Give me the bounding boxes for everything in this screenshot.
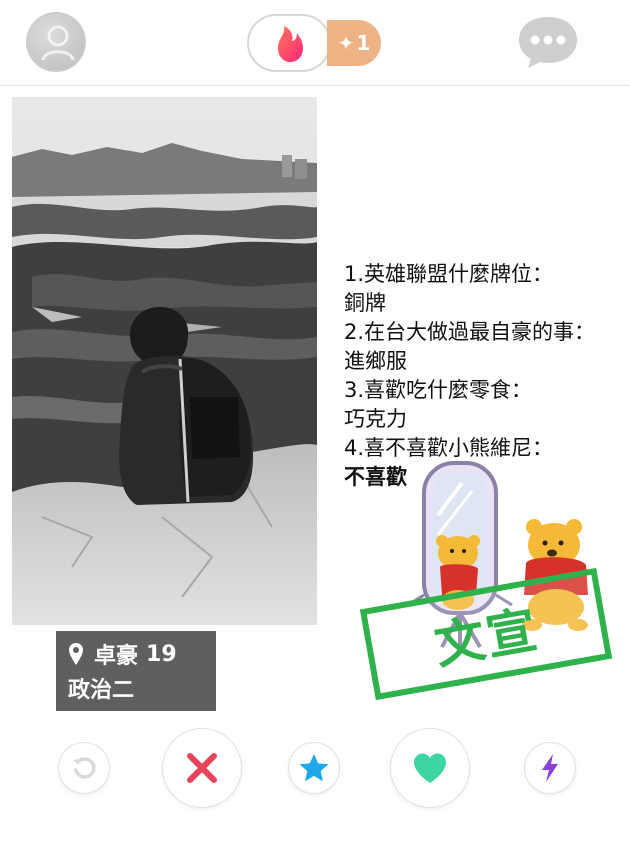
messages-button[interactable] — [516, 13, 580, 71]
bio-question-4: 4.喜不喜歡小熊維尼： — [344, 436, 554, 460]
super-like-button[interactable] — [288, 742, 340, 794]
subtitle-row: 政治二 — [68, 671, 216, 705]
heart-icon — [414, 753, 446, 783]
profile-name: 卓豪 — [94, 644, 139, 669]
bio-answer-2: 進鄉服 — [344, 349, 407, 373]
name-row: 卓豪 19 — [68, 637, 216, 671]
stamp-text: 文宣 — [430, 600, 543, 676]
photo-scene — [12, 97, 317, 625]
profile-button[interactable] — [26, 12, 86, 72]
x-icon — [187, 753, 217, 783]
home-logo-button[interactable] — [247, 14, 331, 72]
profile-icon — [41, 25, 75, 61]
lightning-icon — [542, 754, 558, 782]
rewind-icon — [73, 757, 96, 779]
bio-question-1: 1.英雄聯盟什麼牌位： — [344, 262, 554, 286]
top-bar: ✦ 1 — [0, 0, 630, 86]
bio-question-3: 3.喜歡吃什麼零食： — [344, 378, 533, 402]
bio-answer-1: 銅牌 — [344, 291, 386, 315]
rewind-button[interactable] — [58, 742, 110, 794]
action-bar — [0, 718, 630, 818]
nope-button[interactable] — [162, 728, 242, 808]
sparkle-icon: ✦ — [337, 31, 355, 55]
profile-age: 19 — [146, 641, 177, 667]
like-button[interactable] — [390, 728, 470, 808]
stamp-badge: 文宣 — [359, 567, 613, 701]
pooh-mirror-illustration — [407, 461, 588, 649]
bio-answer-4: 不喜歡 — [344, 465, 407, 489]
boost-count: 1 — [356, 31, 371, 55]
boost-count-badge[interactable]: ✦ 1 — [327, 20, 381, 66]
bio-answer-3: 巧克力 — [344, 407, 407, 431]
profile-bio: 1.英雄聯盟什麼牌位： 銅牌 2.在台大做過最自豪的事： 進鄉服 3.喜歡吃什麼… — [344, 260, 630, 492]
location-pin-icon — [69, 643, 83, 665]
star-icon — [299, 754, 329, 782]
pooh-mirror-sticker — [402, 455, 607, 655]
profile-photo[interactable] — [12, 97, 317, 625]
flame-icon — [278, 26, 303, 62]
boost-button[interactable] — [524, 742, 576, 794]
bio-question-2: 2.在台大做過最自豪的事： — [344, 320, 596, 344]
name-plate: 卓豪 19 政治二 — [56, 631, 216, 711]
profile-subtitle: 政治二 — [68, 678, 135, 703]
chat-bubble-icon — [519, 17, 577, 68]
